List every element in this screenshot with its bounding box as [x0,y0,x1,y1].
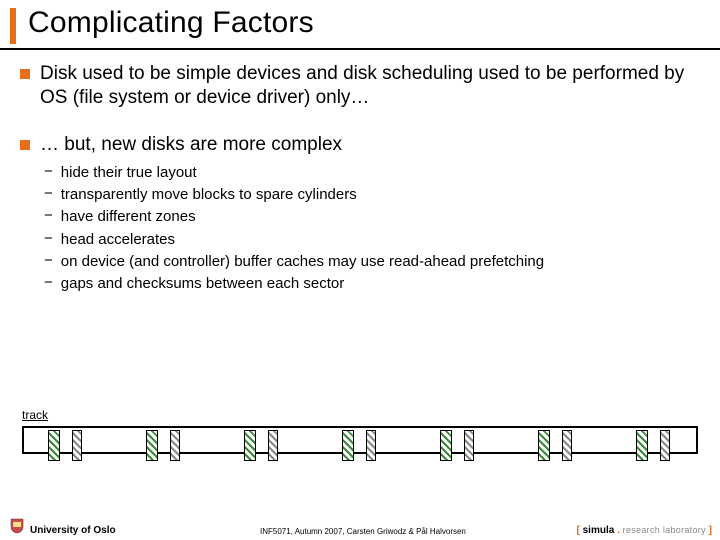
track-checksum-stripe [170,430,180,461]
bullet-1-text: Disk used to be simple devices and disk … [40,62,710,111]
square-bullet-icon [20,140,30,150]
sub-bullet-5: − gaps and checksums between each sector [20,274,710,294]
title-underline [0,48,720,50]
track-gap-stripe [440,430,452,461]
track-gap-stripe [538,430,550,461]
track-gap-stripe [48,430,60,461]
simula-name: simula [583,525,615,536]
sub-bullet-2-text: have different zones [61,207,196,227]
track-gap-stripe [636,430,648,461]
sub-bullet-0-text: hide their true layout [61,163,197,183]
track-gap-stripe [244,430,256,461]
sub-bullet-1-text: transparently move blocks to spare cylin… [61,185,357,205]
square-bullet-icon [20,69,30,79]
dash-icon: − [44,230,53,247]
track-label: track [22,408,48,422]
bullet-2: … but, new disks are more complex [20,133,710,157]
sub-bullet-5-text: gaps and checksums between each sector [61,274,345,294]
sub-bullet-3-text: head accelerates [61,230,175,250]
content-area: Disk used to be simple devices and disk … [20,62,710,296]
dash-icon: − [44,252,53,269]
sub-bullets: − hide their true layout − transparently… [20,163,710,295]
title-accent-bar [10,8,16,44]
slide: Complicating Factors Disk used to be sim… [0,0,720,540]
track-checksum-stripe [268,430,278,461]
track-checksum-stripe [366,430,376,461]
sub-bullet-2: − have different zones [20,207,710,227]
simula-rest: research laboratory [623,525,706,535]
bullet-2-text: … but, new disks are more complex [40,133,342,157]
track-gap-stripe [342,430,354,461]
track-checksum-stripe [72,430,82,461]
bullet-1: Disk used to be simple devices and disk … [20,62,710,111]
track-diagram [22,426,698,454]
university-name: University of Oslo [30,525,116,536]
sub-bullet-3: − head accelerates [20,230,710,250]
dash-icon: − [44,185,53,202]
sub-bullet-4-text: on device (and controller) buffer caches… [61,252,544,272]
simula-logo: [ simula . research laboratory ] [577,525,713,536]
track-gap-stripe [146,430,158,461]
track-checksum-stripe [660,430,670,461]
sub-bullet-4: − on device (and controller) buffer cach… [20,252,710,272]
track-checksum-stripe [562,430,572,461]
footer: University of Oslo INF5071, Autumn 2007,… [0,518,720,540]
course-info: INF5071, Autumn 2007, Carsten Griwodz & … [260,527,466,536]
dash-icon: − [44,207,53,224]
track-checksum-stripe [464,430,474,461]
university-crest-icon [10,518,24,534]
simula-dot: . [614,525,622,536]
sub-bullet-1: − transparently move blocks to spare cyl… [20,185,710,205]
dash-icon: − [44,163,53,180]
simula-bracket-right: ] [706,525,712,536]
sub-bullet-0: − hide their true layout [20,163,710,183]
slide-title: Complicating Factors [28,6,314,40]
dash-icon: − [44,274,53,291]
